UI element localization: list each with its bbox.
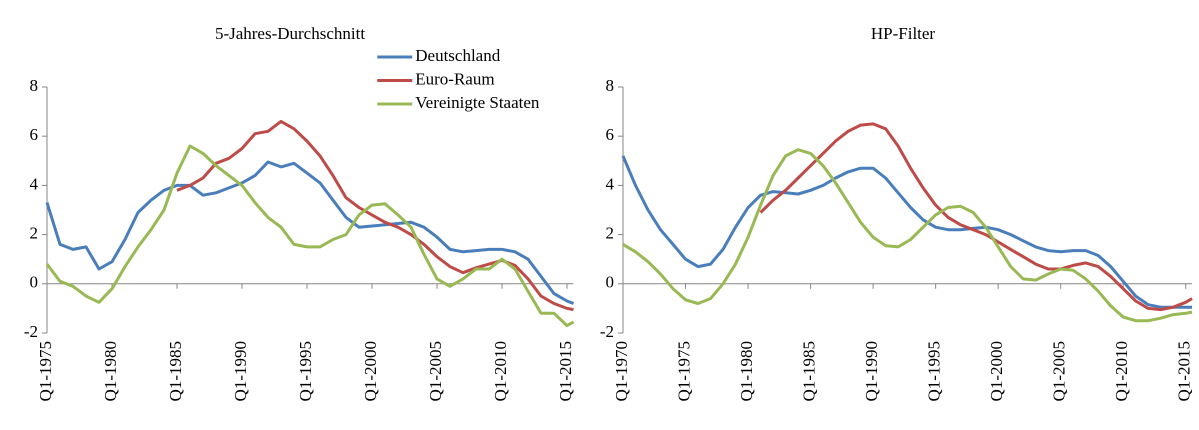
x-tick-label: Q1-1980 — [737, 341, 756, 401]
x-tick-label: Q1-1990 — [231, 341, 250, 401]
x-tick-label: Q1-2015 — [1175, 341, 1194, 401]
x-tick-label: Q1-1985 — [166, 341, 185, 401]
x-tick-label: Q1-2010 — [491, 341, 510, 401]
x-tick-label: Q1-2000 — [361, 341, 380, 401]
x-tick-label: Q1-2005 — [426, 341, 445, 401]
line-series — [45, 160, 575, 305]
y-tick-label: 6 — [30, 125, 39, 144]
y-tick-label: 6 — [606, 125, 615, 144]
x-tick-label: Q1-2000 — [987, 341, 1006, 401]
x-tick-label: Q1-1995 — [925, 341, 944, 401]
y-tick-label: 2 — [606, 224, 615, 243]
chart-title: 5-Jahres-Durchschnitt — [215, 24, 365, 43]
x-tick-label: Q1-2015 — [556, 341, 575, 401]
y-tick-label: -2 — [600, 322, 614, 341]
line-series — [621, 155, 1192, 309]
x-tick-label: Q1-2010 — [1112, 341, 1131, 401]
y-tick-label: 0 — [30, 273, 39, 292]
x-tick-label: Q1-1985 — [799, 341, 818, 401]
line-series — [176, 119, 574, 312]
y-tick-label: 8 — [30, 76, 39, 95]
x-tick-label: Q1-2005 — [1050, 341, 1069, 401]
chart-title: HP-Filter — [871, 24, 936, 43]
y-tick-label: 4 — [30, 174, 39, 193]
line-series — [622, 148, 1193, 323]
legend-label: Vereinigte Staaten — [415, 93, 540, 112]
legend-label: Euro-Raum — [415, 69, 494, 88]
x-tick-label: Q1-1970 — [612, 341, 631, 401]
y-tick-label: 4 — [606, 174, 615, 193]
legend-label: Deutschland — [415, 46, 500, 65]
y-tick-label: 8 — [606, 76, 615, 95]
x-tick-label: Q1-1975 — [674, 341, 693, 401]
x-tick-label: Q1-1980 — [101, 341, 120, 401]
line-series — [45, 144, 575, 328]
x-tick-label: Q1-1975 — [36, 341, 55, 401]
y-tick-label: -2 — [24, 322, 38, 341]
line-series — [759, 122, 1193, 312]
y-tick-label: 2 — [30, 224, 39, 243]
y-tick-label: 0 — [606, 273, 615, 292]
x-tick-label: Q1-1990 — [862, 341, 881, 401]
x-tick-label: Q1-1995 — [296, 341, 315, 401]
